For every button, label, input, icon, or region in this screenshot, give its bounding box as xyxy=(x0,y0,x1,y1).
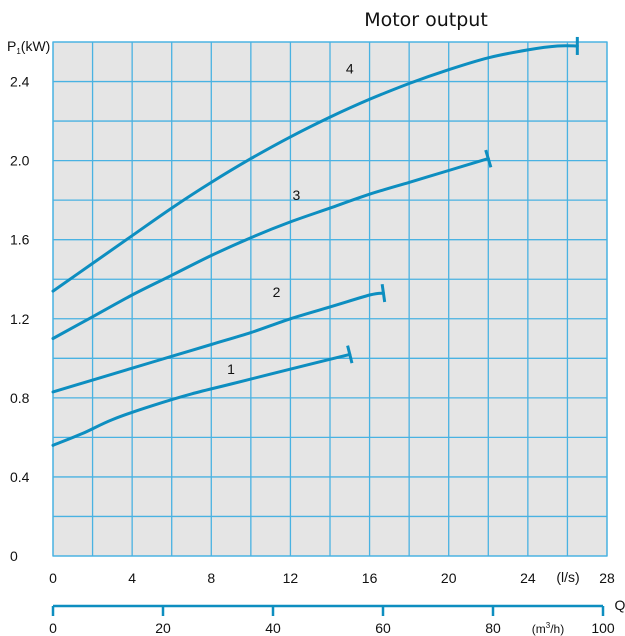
y-tick-label: 1.6 xyxy=(10,232,30,248)
y-tick-label: 0.8 xyxy=(10,390,30,406)
curve-label-3: 3 xyxy=(292,187,300,203)
x-unit-m3h-superscript: 3 xyxy=(546,621,551,630)
y-tick-label: 2.0 xyxy=(10,153,30,169)
x-tick-label-ls: 20 xyxy=(441,570,457,586)
x-tick-label-ls: 8 xyxy=(207,570,215,586)
secondary-x-axis: 0 20 40 60 80 100 xyxy=(49,604,615,636)
x-tick-label-ls: 28 xyxy=(599,570,615,586)
x-tick-label-ls: 16 xyxy=(362,570,378,586)
x-tick-label-m3h: 60 xyxy=(375,620,391,636)
curve-4 xyxy=(51,44,579,293)
x-unit-ls: (l/s) xyxy=(556,569,579,585)
y-axis-label-symbol: P xyxy=(7,38,16,54)
curve-label-1: 1 xyxy=(227,361,235,377)
curve-2 xyxy=(51,291,385,394)
curve-label-4: 4 xyxy=(346,61,354,77)
y-axis-label: P1(kW) xyxy=(7,38,50,56)
x-unit-m3h: (m3/h) xyxy=(532,621,564,636)
x-tick-label-ls: 4 xyxy=(128,570,136,586)
curve-1-end-tick xyxy=(346,345,354,364)
x-tick-label-m3h: 0 xyxy=(49,620,57,636)
chart-title: Motor output xyxy=(364,9,488,31)
curve-3 xyxy=(51,157,490,340)
x-tick-label-ls: 0 xyxy=(49,570,57,586)
y-axis-label-subscript: 1 xyxy=(16,47,21,56)
x-axis-label: Q xyxy=(615,597,625,613)
x-tick-label-m3h: 40 xyxy=(265,620,281,636)
x-unit-m3h-prefix: (m xyxy=(532,622,546,636)
y-axis-label-unit: (kW) xyxy=(21,38,51,54)
y-tick-label: 1.2 xyxy=(10,311,30,327)
x-unit-m3h-suffix: /h) xyxy=(550,622,564,636)
curve-1 xyxy=(51,352,352,447)
curve-3-end-tick xyxy=(484,149,493,168)
x-tick-label-ls: 12 xyxy=(283,570,299,586)
x-tick-label-ls: 24 xyxy=(520,570,536,586)
x-tick-label-m3h: 80 xyxy=(485,620,501,636)
y-tick-label: 0.4 xyxy=(10,469,30,485)
x-tick-label-m3h: 100 xyxy=(591,620,615,636)
x-tick-label-m3h: 20 xyxy=(155,620,171,636)
y-tick-label: 0 xyxy=(10,548,18,564)
y-tick-label: 2.4 xyxy=(10,74,30,90)
curve-label-2: 2 xyxy=(273,284,281,300)
grid-lines xyxy=(52,41,608,557)
curve-2-end-tick xyxy=(380,283,387,303)
plot-border xyxy=(52,41,608,557)
data-series xyxy=(51,36,579,447)
